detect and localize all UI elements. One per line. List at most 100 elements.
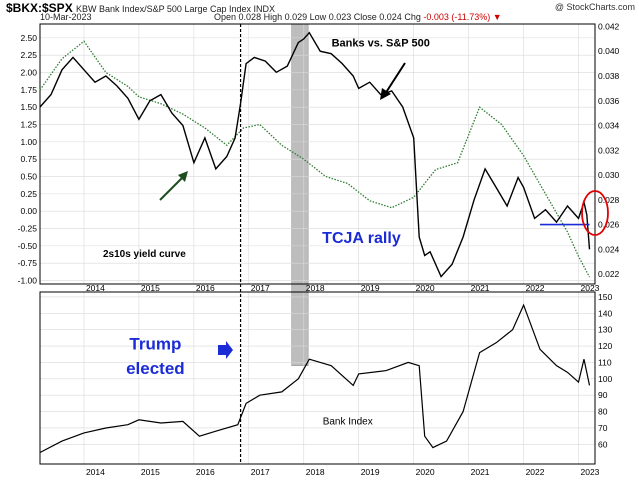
bottom-tick-label: 120: [598, 341, 612, 351]
bottom-x-tick-label: 2016: [196, 467, 215, 477]
symbol-line: $BKX:$SPX KBW Bank Index/S&P 500 Large C…: [6, 1, 275, 15]
left-tick-label: 1.00: [20, 137, 37, 147]
bottom-tick-label: 60: [598, 439, 608, 449]
tcja-rally-label: TCJA rally: [322, 230, 401, 247]
x-tick-label: 2022: [526, 283, 545, 293]
yield-curve-label: 2s10s yield curve: [103, 249, 186, 260]
bottom-tick-label: 150: [598, 292, 612, 302]
top-plot-frame: [39, 23, 596, 285]
low-label: Low: [309, 12, 327, 22]
bottom-x-tick-label: 2020: [416, 467, 435, 477]
left-tick-label: 1.75: [20, 85, 37, 95]
top-panel: 2.50 2.25 2.00 1.75 1.50 1.25 1.00 0.75 0.50 0.25…: [18, 21, 620, 366]
bottom-x-tick-label: 2014: [86, 467, 105, 477]
bottom-x-tick-label: 2018: [306, 467, 325, 477]
bottom-right-axis: 150 140 130 120 110 100 90 80 70 60: [598, 292, 612, 449]
left-tick-label: -0.75: [18, 258, 38, 268]
stockcharts-watermark: @ StockCharts.com: [554, 2, 635, 12]
left-tick-label: 2.00: [20, 68, 37, 78]
bottom-x-tick-label: 2017: [251, 467, 270, 477]
bottom-grid: [40, 292, 595, 464]
left-tick-label: -0.50: [18, 241, 38, 251]
left-tick-label: 2.25: [20, 50, 37, 60]
x-tick-label: 2016: [196, 283, 215, 293]
banks-vs-spx-line: [39, 31, 591, 278]
bottom-x-tick-label: 2021: [471, 467, 490, 477]
top-right-axis: 0.042 0.040 0.038 0.036 0.034 0.032 0.030 0.028…: [598, 21, 620, 279]
index-name: KBW Bank Index/S&P 500 Large Cap Index I…: [76, 4, 275, 14]
bottom-tick-label: 110: [598, 357, 612, 367]
chart-date: 10-Mar-2023: [40, 12, 92, 22]
bottom-x-axis: 2014 2015 2016 2017 2018 2019 2020 2021 2022 2023: [86, 467, 600, 477]
right-tick-label: 0.030: [598, 170, 620, 180]
symbol: $BKX:$SPX: [6, 1, 73, 15]
left-tick-label: -1.00: [18, 276, 38, 286]
bank-index-line: [39, 303, 591, 454]
bottom-x-tick-label: 2022: [526, 467, 545, 477]
banks-vs-spx-label: Banks vs. S&P 500: [332, 37, 430, 49]
yield-curve-line: [39, 40, 591, 278]
x-tick-label: 2020: [416, 283, 435, 293]
close-label: Close: [353, 12, 377, 22]
close-value: 0.024: [379, 12, 402, 22]
bottom-tick-label: 90: [598, 390, 608, 400]
x-tick-label: 2023: [581, 283, 600, 293]
left-tick-label: 0.00: [20, 206, 37, 216]
trump-label: Trump: [129, 334, 181, 353]
right-tick-label: 0.036: [598, 96, 620, 106]
right-tick-label: 0.034: [598, 121, 620, 131]
bottom-tick-label: 100: [598, 374, 612, 384]
left-tick-label: -0.25: [18, 224, 38, 234]
right-tick-label: 0.040: [598, 46, 620, 56]
x-tick-label: 2019: [361, 283, 380, 293]
x-tick-label: 2015: [141, 283, 160, 293]
left-tick-label: 1.25: [20, 120, 37, 130]
x-tick-label: 2021: [471, 283, 490, 293]
bottom-x-tick-label: 2015: [141, 467, 160, 477]
x-tick-label: 2017: [251, 283, 270, 293]
top-left-axis: 2.50 2.25 2.00 1.75 1.50 1.25 1.00 0.75 0.50 0.25…: [18, 33, 38, 286]
left-tick-label: 0.25: [20, 189, 37, 199]
bank-index-label: Bank Index: [323, 417, 373, 428]
left-tick-label: 1.50: [20, 102, 37, 112]
elected-label: elected: [126, 359, 185, 378]
bottom-plot-frame: [39, 291, 596, 465]
top-grid: [40, 24, 595, 284]
yield-arrow-icon: [178, 171, 188, 182]
low-value: 0.023: [328, 12, 352, 22]
ohlc-readout: Open 0.028 High 0.029 Low 0.023 Close 0.…: [214, 12, 502, 22]
right-tick-label: 0.028: [598, 195, 620, 205]
yield-arrow-line: [159, 176, 184, 201]
down-arrow-icon: ▼: [492, 12, 502, 22]
high-value: 0.029: [284, 12, 308, 22]
left-tick-label: 0.75: [20, 154, 37, 164]
bottom-x-tick-label: 2019: [361, 467, 380, 477]
high-label: High: [263, 12, 283, 22]
x-tick-label: 2014: [86, 283, 105, 293]
chg-value: -0.003 (-11.73%): [423, 12, 491, 22]
bottom-x-tick-label: 2023: [581, 467, 600, 477]
bottom-tick-label: 80: [598, 407, 608, 417]
bottom-tick-label: 70: [598, 423, 608, 433]
right-tick-label: 0.032: [598, 145, 620, 155]
top-x-axis: 2014 2015 2016 2017 2018 2019 2020 2021 2022 2023: [86, 283, 600, 293]
open-label: Open: [214, 12, 237, 22]
bottom-tick-label: 140: [598, 308, 612, 318]
banks-arrow-line: [384, 62, 406, 95]
chg-label: Chg: [404, 12, 421, 22]
banks-arrow-icon: [380, 88, 391, 100]
chart-header: $BKX:$SPX KBW Bank Index/S&P 500 Large C…: [0, 0, 639, 24]
red-highlight-circle: [581, 190, 609, 236]
right-tick-label: 0.022: [598, 269, 620, 279]
left-tick-label: 2.50: [20, 33, 37, 43]
left-tick-label: 0.50: [20, 172, 37, 182]
tcja-highlight-band: [291, 23, 309, 366]
right-tick-label: 0.038: [598, 71, 620, 81]
right-tick-label: 0.024: [598, 244, 620, 254]
x-tick-label: 2018: [306, 283, 325, 293]
bottom-tick-label: 130: [598, 325, 612, 335]
open-value: 0.028: [238, 12, 262, 22]
